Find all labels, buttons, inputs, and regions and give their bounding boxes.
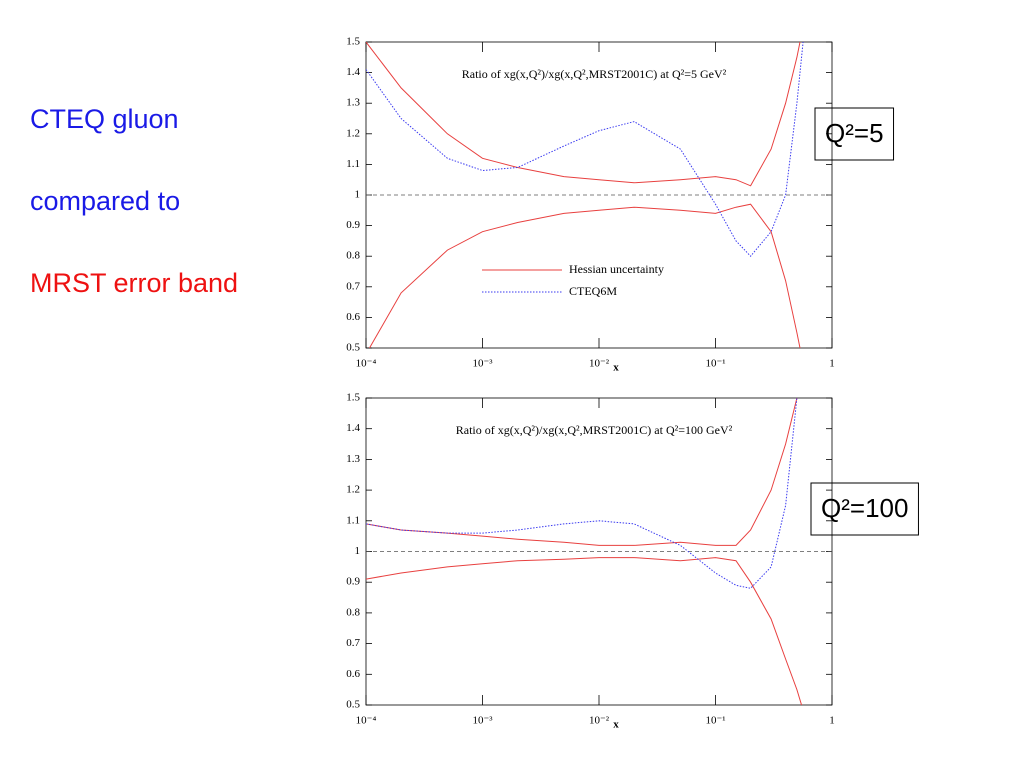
curve (366, 398, 798, 546)
x-axis-label: x (613, 719, 619, 731)
legend-label: CTEQ6M (569, 284, 617, 298)
side-text: CTEQ gluon (30, 104, 179, 134)
y-tick-label: 1.5 (346, 36, 360, 48)
curve (366, 42, 804, 257)
y-tick-label: 0.8 (346, 606, 360, 618)
curve (368, 203, 801, 348)
x-tick-label: 10⁻⁴ (356, 715, 377, 727)
y-tick-label: 1.1 (346, 158, 360, 170)
y-tick-label: 1.4 (346, 422, 360, 434)
x-tick-label: 10⁻⁴ (356, 358, 377, 370)
chart-title: Ratio of xg(x,Q²)/xg(x,Q²,MRST2001C) at … (462, 67, 727, 81)
y-tick-label: 1 (355, 189, 361, 201)
annotation-box (814, 107, 895, 161)
legend-label: Hessian uncertainty (569, 262, 664, 276)
y-tick-label: 0.5 (346, 342, 360, 354)
curve (366, 557, 803, 705)
side-text: compared to (30, 186, 181, 216)
x-tick-label: 1 (829, 715, 835, 727)
x-tick-label: 10⁻¹ (705, 358, 725, 370)
y-tick-label: 1.2 (346, 484, 360, 496)
x-tick-label: 1 (829, 358, 835, 370)
y-tick-label: 1.1 (346, 514, 360, 526)
y-tick-label: 1.3 (346, 453, 360, 465)
x-axis-label: x (613, 362, 619, 374)
curve (366, 398, 798, 589)
y-tick-label: 1 (355, 545, 361, 557)
y-tick-label: 0.6 (346, 668, 360, 680)
curve (366, 42, 801, 187)
side-text: MRST error band (30, 268, 239, 298)
x-tick-label: 10⁻³ (472, 715, 493, 727)
y-tick-label: 1.3 (346, 97, 360, 109)
y-tick-label: 0.5 (346, 699, 360, 711)
y-tick-label: 0.6 (346, 311, 360, 323)
y-tick-label: 1.4 (346, 66, 360, 78)
x-tick-label: 10⁻¹ (705, 715, 725, 727)
x-tick-label: 10⁻² (589, 715, 610, 727)
annotation-box (810, 482, 919, 536)
annotation: Q²=100 (821, 493, 908, 523)
y-tick-label: 1.2 (346, 127, 360, 139)
y-tick-label: 0.8 (346, 250, 360, 262)
chart-title: Ratio of xg(x,Q²)/xg(x,Q²,MRST2001C) at … (456, 423, 733, 437)
y-tick-label: 0.9 (346, 576, 360, 588)
y-tick-label: 1.5 (346, 392, 360, 404)
x-tick-label: 10⁻³ (472, 358, 493, 370)
y-tick-label: 0.9 (346, 219, 360, 231)
y-tick-label: 0.7 (346, 280, 360, 292)
x-tick-label: 10⁻² (589, 358, 610, 370)
annotation: Q²=5 (825, 118, 884, 148)
y-tick-label: 0.7 (346, 637, 360, 649)
